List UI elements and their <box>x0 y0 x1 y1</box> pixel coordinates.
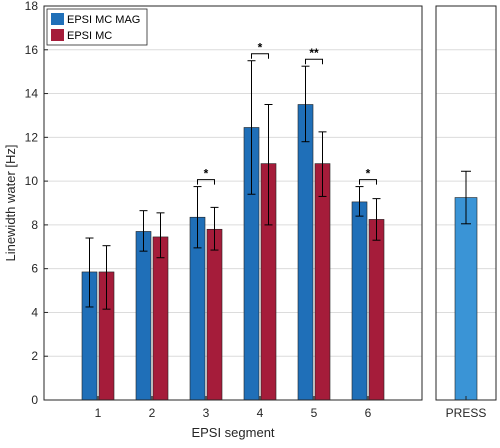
bar-s1-c5 <box>368 219 385 401</box>
bar-s0-c4 <box>297 104 314 401</box>
y-tick-label-1: 2 <box>31 349 38 363</box>
legend-swatch-epsi-mc-mag <box>51 13 64 25</box>
significance-bracket-3 <box>359 179 377 185</box>
x-tick-label-4: 5 <box>311 406 318 420</box>
significance-label-2: ** <box>309 46 319 60</box>
press-x-tick-labels: PRESS <box>446 396 487 420</box>
main-plot-frame <box>43 5 423 401</box>
y-tick-label-9: 18 <box>25 0 39 13</box>
bar-s0-c5 <box>351 201 368 401</box>
legend: EPSI MC MAG EPSI MC <box>46 8 148 46</box>
bar-s0-c1 <box>135 231 152 401</box>
y-tick-label-5: 10 <box>25 174 39 188</box>
y-tick-label-0: 0 <box>31 393 38 407</box>
significance-label-0: * <box>204 167 209 181</box>
legend-label-epsi-mc-mag: EPSI MC MAG <box>67 14 140 26</box>
x-tick-label-5: 6 <box>365 406 372 420</box>
x-tick-label-1: 2 <box>149 406 156 420</box>
bar-s1-c4 <box>314 163 331 401</box>
x-tick-label-0: 1 <box>95 406 102 420</box>
y-tick-label-6: 12 <box>25 130 39 144</box>
significance-bracket-2 <box>305 58 323 65</box>
main-x-tick-labels: 1 2 3 4 5 6 <box>95 396 372 420</box>
press-x-tick-label: PRESS <box>446 406 487 420</box>
bar-s1-c1 <box>152 236 169 401</box>
legend-swatch-epsi-mc <box>51 29 64 41</box>
significance-bracket-1 <box>251 53 269 59</box>
significance-label-1: * <box>258 41 263 55</box>
y-tick-label-3: 6 <box>31 262 38 276</box>
y-tick-labels: 0 2 4 6 8 10 12 14 16 18 <box>25 0 48 407</box>
y-tick-label-7: 14 <box>25 87 39 101</box>
press-bars <box>454 170 478 401</box>
significance-markers: ** *** <box>197 41 377 185</box>
y-tick-label-4: 8 <box>31 218 38 232</box>
y-tick-label-8: 16 <box>25 43 39 57</box>
y-axis-label: Linewidth water [Hz] <box>3 144 18 261</box>
y-tick-label-2: 4 <box>31 305 38 319</box>
legend-label-epsi-mc: EPSI MC <box>67 30 112 42</box>
x-tick-label-3: 4 <box>257 406 264 420</box>
press-bar <box>454 197 478 401</box>
x-tick-label-2: 3 <box>203 406 210 420</box>
main-bars <box>81 60 385 401</box>
significance-bracket-0 <box>197 179 215 185</box>
bar-s1-c2 <box>206 228 223 401</box>
significance-label-3: * <box>366 167 371 181</box>
x-axis-label: EPSI segment <box>191 425 274 440</box>
